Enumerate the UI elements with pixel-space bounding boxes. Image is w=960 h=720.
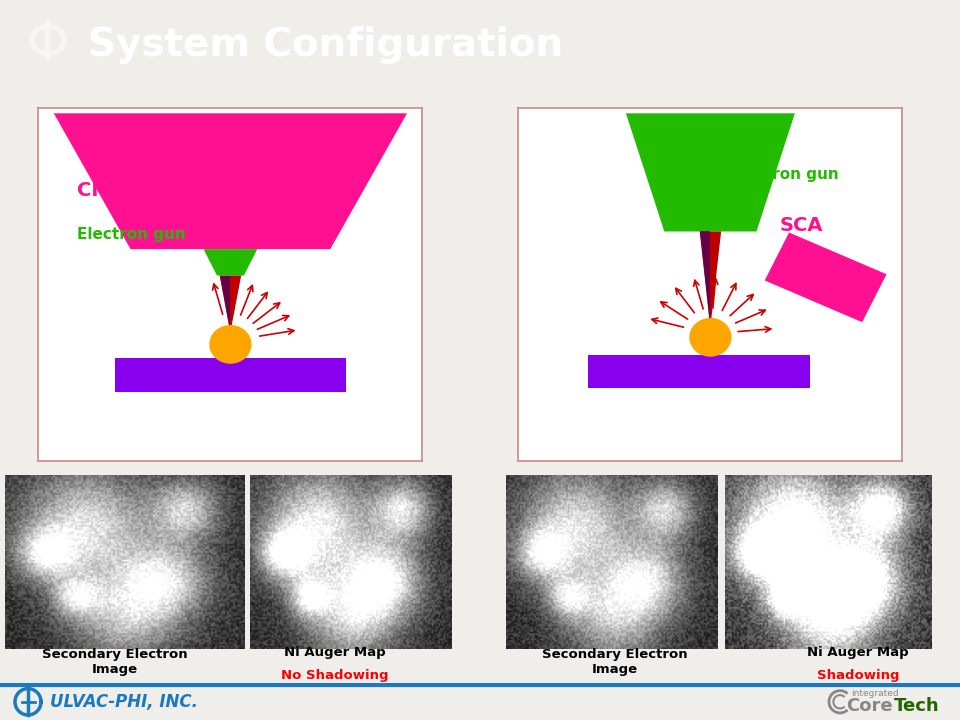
Polygon shape xyxy=(700,232,721,327)
Text: Secondary Electron
Image: Secondary Electron Image xyxy=(42,649,188,676)
Polygon shape xyxy=(204,249,257,276)
Text: ULVAC-PHI, INC.: ULVAC-PHI, INC. xyxy=(50,693,198,711)
Polygon shape xyxy=(626,113,795,232)
Text: Ni Auger Map: Ni Auger Map xyxy=(807,647,909,660)
Polygon shape xyxy=(765,233,886,322)
Circle shape xyxy=(689,318,732,356)
Text: Φ: Φ xyxy=(26,18,70,72)
Text: Secondary Electron
Image: Secondary Electron Image xyxy=(542,649,687,676)
Circle shape xyxy=(209,325,252,364)
Polygon shape xyxy=(115,359,346,392)
Text: Electron gun: Electron gun xyxy=(730,166,838,181)
Text: Shadowing: Shadowing xyxy=(817,669,900,682)
Text: integrated: integrated xyxy=(852,689,899,698)
Text: Tech: Tech xyxy=(894,697,940,715)
Polygon shape xyxy=(54,113,407,249)
Polygon shape xyxy=(588,355,810,389)
Text: SCA: SCA xyxy=(780,217,823,235)
Polygon shape xyxy=(700,232,710,327)
Text: Core: Core xyxy=(847,697,893,715)
Polygon shape xyxy=(220,276,230,332)
Text: Electron gun: Electron gun xyxy=(77,227,185,241)
Text: System Configuration: System Configuration xyxy=(88,26,564,64)
Text: Ni Auger Map: Ni Auger Map xyxy=(284,647,386,660)
Text: CMA: CMA xyxy=(77,181,126,200)
Text: No Shadowing: No Shadowing xyxy=(281,669,389,682)
Polygon shape xyxy=(220,276,241,332)
